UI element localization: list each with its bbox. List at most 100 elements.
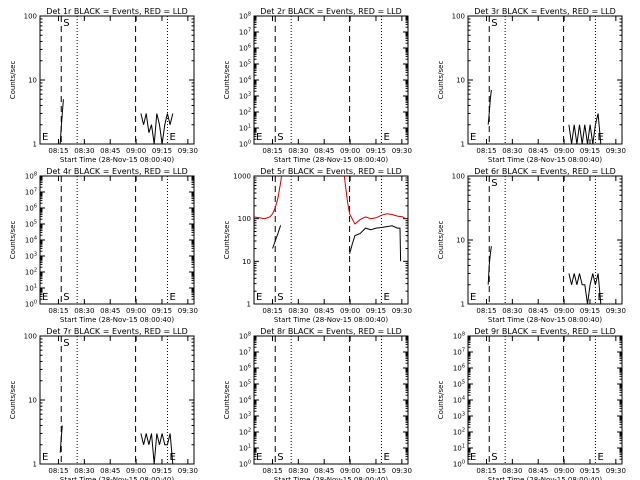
series-line — [487, 246, 492, 285]
x-tick-label: 08:45 — [528, 147, 548, 155]
y-tick-label: 102 — [25, 268, 37, 277]
series-line — [272, 225, 282, 249]
chart-panel: Det 4r BLACK = Events, RED = LLD 100 101 10… — [9, 167, 198, 324]
x-tick-label: 09:15 — [152, 307, 172, 315]
y-tick-label: 100 — [453, 460, 465, 469]
marker-label: S — [63, 338, 69, 349]
series-line — [568, 273, 602, 305]
marker-label: E — [470, 452, 476, 463]
x-tick-label: 08:45 — [100, 307, 120, 315]
y-axis-label: Counts/sec — [9, 381, 17, 420]
x-tick-label: 09:30 — [178, 147, 198, 155]
chart-panel: Det 9r BLACK = Events, RED = LLD 100 101 10… — [437, 327, 626, 480]
marker-label: E — [383, 292, 389, 303]
y-tick-label: 1 — [247, 301, 251, 309]
x-tick-label: 09:00 — [126, 307, 146, 315]
chart-title: Det 1r BLACK = Events, RED = LLD — [46, 7, 188, 16]
x-tick-label: 08:15 — [262, 147, 282, 155]
y-tick-label: 105 — [239, 380, 251, 389]
series-line — [343, 175, 406, 225]
marker-label: E — [169, 292, 175, 303]
chart-panel: Det 3r BLACK = Events, RED = LLD 1 10 100 08… — [437, 7, 626, 164]
y-tick-label: 104 — [239, 76, 251, 85]
x-tick-label: 09:00 — [554, 147, 574, 155]
marker-label: E — [470, 132, 476, 143]
x-axis-label: Start Time (28-Nov-15 08:00:40) — [60, 156, 174, 164]
x-axis-label: Start Time (28-Nov-15 08:00:40) — [488, 316, 602, 324]
y-tick-label: 1 — [33, 461, 37, 469]
y-tick-label: 10 — [242, 258, 251, 266]
x-tick-label: 09:00 — [554, 467, 574, 475]
x-tick-label: 08:15 — [48, 467, 68, 475]
x-tick-label: 09:30 — [606, 147, 626, 155]
x-tick-label: 09:00 — [340, 307, 360, 315]
marker-label: E — [42, 292, 48, 303]
y-tick-label: 100 — [24, 333, 37, 341]
x-tick-label: 08:30 — [74, 467, 94, 475]
y-tick-label: 108 — [25, 172, 37, 181]
y-axis-label: Counts/sec — [437, 221, 445, 260]
x-axis-label: Start Time (28-Nov-15 08:00:40) — [60, 476, 174, 480]
chart-panel: Det 6r BLACK = Events, RED = LLD 1 10 100 08… — [437, 167, 626, 324]
marker-label: E — [383, 452, 389, 463]
marker-label: E — [256, 452, 262, 463]
y-tick-label: 106 — [239, 44, 251, 53]
chart-panel: Det 7r BLACK = Events, RED = LLD 1 10 100 08… — [9, 327, 198, 480]
x-tick-label: 08:45 — [528, 467, 548, 475]
plot-frame — [253, 335, 409, 465]
series-line — [59, 425, 63, 453]
y-axis-label: Counts/sec — [9, 61, 17, 100]
x-tick-label: 08:30 — [288, 147, 308, 155]
chart-title: Det 7r BLACK = Events, RED = LLD — [46, 327, 188, 336]
x-tick-label: 08:30 — [74, 147, 94, 155]
marker-label: S — [491, 452, 497, 463]
x-tick-label: 09:30 — [392, 307, 412, 315]
y-tick-label: 102 — [453, 428, 465, 437]
x-tick-label: 09:15 — [366, 307, 386, 315]
marker-label: E — [169, 132, 175, 143]
x-tick-label: 09:30 — [178, 307, 198, 315]
x-tick-label: 09:15 — [152, 147, 172, 155]
x-tick-label: 09:00 — [340, 467, 360, 475]
x-tick-label: 08:15 — [476, 307, 496, 315]
chart-title: Det 3r BLACK = Events, RED = LLD — [474, 7, 616, 16]
marker-label: E — [42, 132, 48, 143]
chart-title: Det 2r BLACK = Events, RED = LLD — [260, 7, 402, 16]
x-axis-label: Start Time (28-Nov-15 08:00:40) — [488, 476, 602, 480]
plot-frame — [253, 175, 409, 305]
x-tick-label: 08:30 — [288, 307, 308, 315]
x-tick-label: 08:45 — [314, 147, 334, 155]
series-line — [59, 99, 64, 145]
plot-frame — [467, 335, 623, 465]
x-tick-label: 08:15 — [48, 307, 68, 315]
plot-frame — [39, 15, 195, 145]
y-tick-label: 104 — [239, 396, 251, 405]
x-tick-label: 09:15 — [580, 307, 600, 315]
y-tick-label: 108 — [239, 12, 251, 21]
series-line — [140, 113, 174, 145]
y-axis-label: Counts/sec — [437, 61, 445, 100]
x-tick-label: 09:00 — [126, 147, 146, 155]
y-axis-label: Counts/sec — [223, 221, 231, 260]
x-tick-label: 09:30 — [392, 467, 412, 475]
x-tick-label: 08:15 — [262, 467, 282, 475]
x-axis-label: Start Time (28-Nov-15 08:00:40) — [274, 476, 388, 480]
x-tick-label: 08:45 — [528, 307, 548, 315]
marker-label: S — [63, 292, 69, 303]
x-axis-label: Start Time (28-Nov-15 08:00:40) — [274, 316, 388, 324]
chart-panel: Det 2r BLACK = Events, RED = LLD 100 101 10… — [223, 7, 412, 164]
x-tick-label: 09:15 — [366, 467, 386, 475]
chart-panel: Det 8r BLACK = Events, RED = LLD 100 101 10… — [223, 327, 412, 480]
x-tick-label: 09:15 — [580, 467, 600, 475]
series-line — [140, 433, 174, 465]
y-tick-label: 100 — [452, 173, 465, 181]
x-tick-label: 09:15 — [366, 147, 386, 155]
x-axis-label: Start Time (28-Nov-15 08:00:40) — [488, 156, 602, 164]
x-axis-label: Start Time (28-Nov-15 08:00:40) — [60, 316, 174, 324]
chart-title: Det 9r BLACK = Events, RED = LLD — [474, 327, 616, 336]
y-axis-label: Counts/sec — [223, 61, 231, 100]
y-tick-label: 101 — [453, 444, 465, 453]
x-tick-label: 08:15 — [48, 147, 68, 155]
chart-title: Det 5r BLACK = Events, RED = LLD — [260, 167, 402, 176]
series-line — [349, 225, 402, 262]
